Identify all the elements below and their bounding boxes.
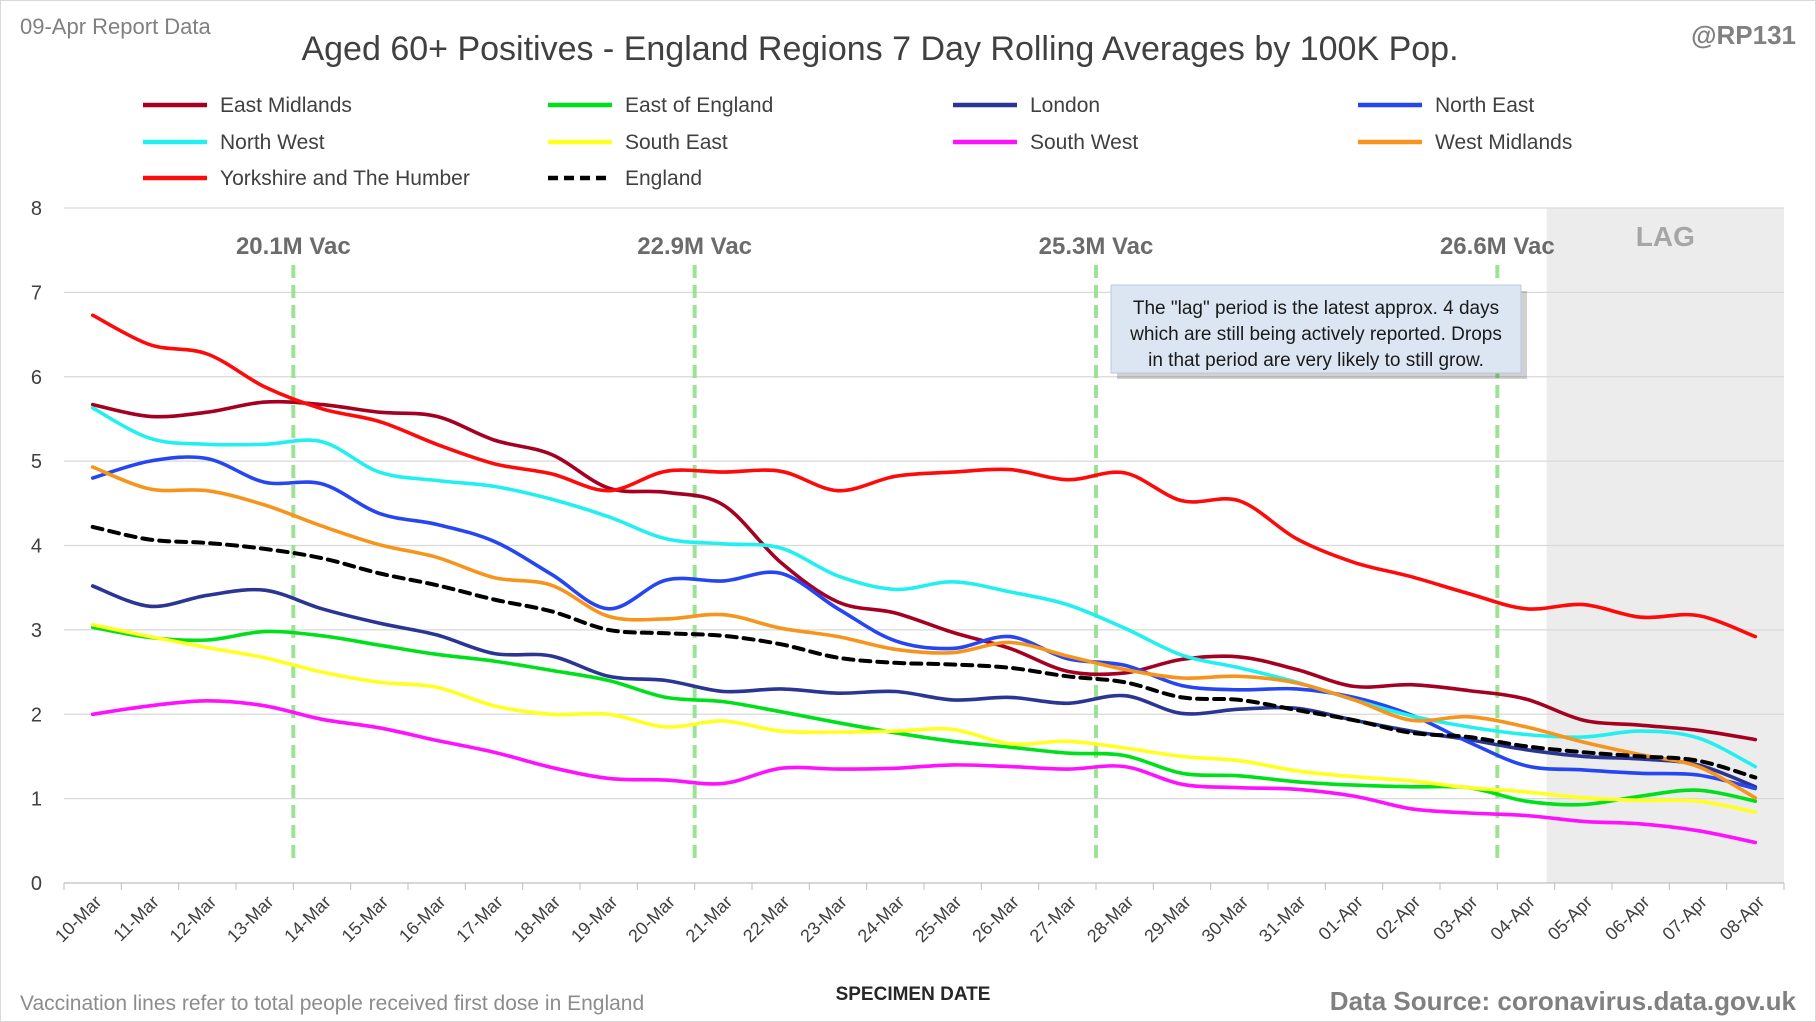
vaccination-label: 25.3M Vac (1039, 233, 1154, 260)
series-line-yorkshire-and-the-humber (90, 313, 1758, 639)
lag-note-box: The "lag" period is the latest approx. 4… (1110, 284, 1527, 379)
legend-label-north-east: North East (1435, 94, 1534, 117)
legend-label-east-of-england: East of England (625, 94, 773, 117)
data-source-label: Data Source: coronavirus.data.gov.uk (1330, 986, 1797, 1016)
series-line-london (90, 584, 1758, 789)
legend-label-yorkshire-and-the-humber: Yorkshire and The Humber (220, 167, 470, 190)
series-line-north-east (90, 455, 1758, 791)
y-tick-label: 6 (31, 367, 42, 389)
legend-label-south-west: South West (1030, 131, 1138, 154)
vaccination-label: 26.6M Vac (1440, 233, 1555, 260)
legend-label-east-midlands: East Midlands (220, 94, 352, 117)
legend-label-north-west: North West (220, 131, 325, 154)
vaccination-label: 22.9M Vac (637, 233, 752, 260)
lag-note-line-2: which are still being actively reported.… (1129, 324, 1502, 345)
series-line-south-west (90, 699, 1758, 845)
series-line-england (90, 524, 1758, 780)
report-date-label: 09-Apr Report Data (20, 14, 212, 39)
y-tick-label: 3 (31, 620, 42, 642)
legend-label-england: England (625, 167, 702, 190)
legend: East Midlands East of England London North … (143, 94, 1572, 190)
series-line-north-west (90, 406, 1758, 769)
lag-label: LAG (1636, 221, 1695, 252)
lag-note-line-1: The "lag" period is the latest approx. 4… (1133, 298, 1499, 319)
y-tick-label: 7 (31, 282, 42, 304)
y-tick-label: 4 (31, 536, 42, 558)
x-axis-title: SPECIMEN DATE (836, 984, 991, 1005)
vaccination-label: 20.1M Vac (236, 233, 351, 260)
legend-label-west-midlands: West Midlands (1435, 131, 1572, 154)
y-tick-label: 0 (31, 873, 42, 895)
lag-note-line-3: in that period are very likely to still … (1148, 350, 1484, 371)
y-tick-label: 8 (31, 198, 42, 220)
footer-note: Vaccination lines refer to total people … (20, 992, 644, 1015)
legend-label-london: London (1030, 94, 1100, 117)
legend-label-south-east: South East (625, 131, 728, 154)
y-tick-label: 1 (31, 789, 42, 811)
handle-label: @RP131 (1691, 20, 1796, 50)
chart-title: Aged 60+ Positives - England Regions 7 D… (301, 30, 1458, 68)
series-line-west-midlands (90, 465, 1758, 800)
y-tick-label: 5 (31, 451, 42, 473)
y-tick-label: 2 (31, 704, 42, 726)
series-line-south-east (90, 623, 1758, 814)
series-line-east-midlands (90, 399, 1758, 742)
